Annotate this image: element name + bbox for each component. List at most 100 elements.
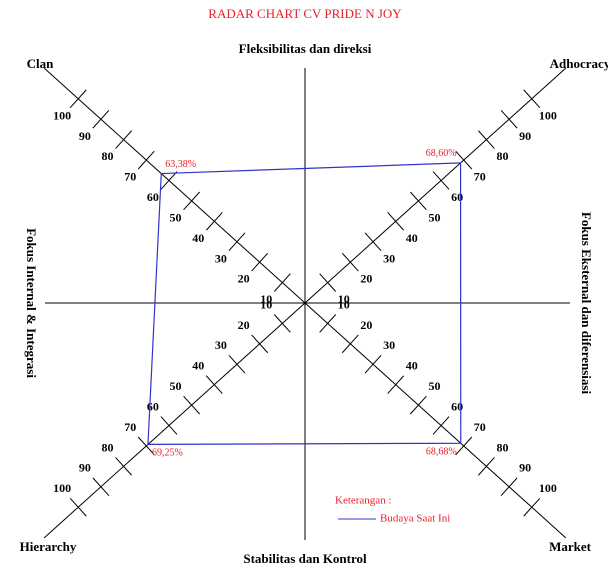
tick-label: 30 xyxy=(215,338,227,352)
top-label: Fleksibilitas dan direksi xyxy=(239,41,372,56)
tick-label: 90 xyxy=(519,129,531,143)
chart-title: RADAR CHART CV PRIDE N JOY xyxy=(208,6,402,21)
tick-mark xyxy=(341,252,359,272)
tick-mark xyxy=(478,457,495,476)
tick-label: 60 xyxy=(147,399,159,413)
radial-axis xyxy=(304,67,567,304)
tick-mark xyxy=(455,150,473,170)
right-label: Fokus Eksternal dan diferensiasi xyxy=(579,212,594,395)
category-label: Hierarchy xyxy=(20,539,77,554)
tick-mark xyxy=(409,395,427,415)
tick-label: 100 xyxy=(539,108,557,122)
tick-label: 80 xyxy=(496,149,508,163)
tick-mark xyxy=(205,212,223,231)
tick-mark xyxy=(364,355,382,374)
tick-label: 90 xyxy=(79,461,91,475)
tick-mark xyxy=(160,171,178,190)
tick-mark xyxy=(500,477,518,497)
tick-mark xyxy=(432,171,450,190)
value-label: 69,25% xyxy=(152,448,183,459)
tick-mark xyxy=(387,375,405,394)
tick-mark xyxy=(387,212,405,231)
tick-label: 100 xyxy=(53,481,71,495)
tick-label: 20 xyxy=(360,272,372,286)
tick-label: 50 xyxy=(170,210,182,224)
tick-label: 50 xyxy=(428,210,440,224)
tick-mark xyxy=(183,395,201,415)
tick-label: 40 xyxy=(192,359,204,373)
tick-label: 10 xyxy=(338,297,350,311)
tick-label: 20 xyxy=(238,318,250,332)
tick-mark xyxy=(92,477,110,497)
tick-label: 80 xyxy=(102,440,114,454)
tick-mark xyxy=(251,252,269,272)
tick-mark xyxy=(455,436,473,456)
tick-label: 90 xyxy=(79,129,91,143)
tick-label: 10 xyxy=(260,297,272,311)
tick-label: 90 xyxy=(519,461,531,475)
tick-mark xyxy=(137,436,155,456)
tick-label: 30 xyxy=(215,251,227,265)
tick-mark xyxy=(409,191,427,211)
category-label: Clan xyxy=(27,56,55,71)
tick-mark xyxy=(115,457,132,476)
tick-mark xyxy=(273,273,291,292)
tick-label: 10 xyxy=(338,292,350,306)
tick-label: 20 xyxy=(360,318,372,332)
radial-axis xyxy=(43,67,306,304)
tick-mark xyxy=(341,334,359,354)
tick-mark xyxy=(115,130,132,149)
legend-title: Keterangan : xyxy=(335,495,392,507)
tick-label: 100 xyxy=(53,108,71,122)
tick-mark xyxy=(183,191,201,211)
tick-mark xyxy=(273,314,291,333)
tick-label: 30 xyxy=(383,251,395,265)
tick-label: 60 xyxy=(147,190,159,204)
tick-label: 60 xyxy=(451,190,463,204)
tick-label: 70 xyxy=(474,170,486,184)
tick-mark xyxy=(251,334,269,354)
category-label: Market xyxy=(549,539,592,554)
tick-mark xyxy=(432,416,450,435)
tick-mark xyxy=(228,232,246,251)
tick-label: 50 xyxy=(170,379,182,393)
tick-mark xyxy=(69,497,87,517)
tick-label: 20 xyxy=(238,272,250,286)
tick-label: 30 xyxy=(383,338,395,352)
legend-label: Budaya Saat Ini xyxy=(380,513,450,525)
radial-axis xyxy=(304,302,567,539)
tick-mark xyxy=(137,150,155,170)
value-label: 68,68% xyxy=(426,447,457,458)
tick-label: 40 xyxy=(406,359,418,373)
tick-label: 40 xyxy=(406,231,418,245)
tick-mark xyxy=(523,89,541,109)
tick-mark xyxy=(160,416,178,435)
tick-mark xyxy=(228,355,246,374)
tick-mark xyxy=(92,109,110,129)
series-polygon xyxy=(147,162,462,446)
tick-label: 10 xyxy=(260,292,272,306)
tick-label: 60 xyxy=(451,399,463,413)
tick-label: 50 xyxy=(428,379,440,393)
tick-label: 100 xyxy=(539,481,557,495)
value-label: 63,38% xyxy=(165,159,196,170)
tick-label: 70 xyxy=(124,170,136,184)
radial-axis xyxy=(43,302,306,539)
tick-mark xyxy=(205,375,223,394)
tick-label: 80 xyxy=(102,149,114,163)
tick-mark xyxy=(319,273,337,292)
bottom-label: Stabilitas dan Kontrol xyxy=(243,551,367,566)
tick-label: 40 xyxy=(192,231,204,245)
tick-label: 80 xyxy=(496,440,508,454)
left-label: Fokus Internal & Integrasi xyxy=(24,228,39,378)
value-label: 68,60% xyxy=(426,148,457,159)
tick-mark xyxy=(69,89,87,109)
tick-label: 70 xyxy=(474,420,486,434)
tick-mark xyxy=(478,130,495,149)
tick-mark xyxy=(523,497,541,517)
tick-mark xyxy=(500,109,518,129)
tick-label: 70 xyxy=(124,420,136,434)
tick-mark xyxy=(319,314,337,333)
category-label: Adhocracy xyxy=(550,56,608,71)
